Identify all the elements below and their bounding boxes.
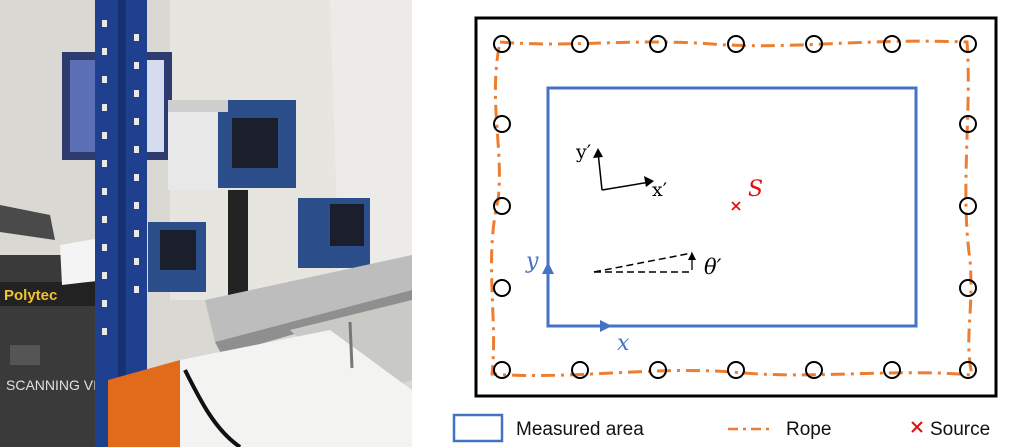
support-point [883,35,901,53]
support-point [727,35,745,53]
y-prime-arrowhead [593,148,603,158]
aluminium-rail-side [215,290,412,355]
orange-base [108,360,180,447]
vibrometer-head-left [148,222,206,292]
support-point [959,197,977,215]
y-prime-axis [597,151,603,191]
measured-area [546,86,918,328]
angle-ray [593,252,693,273]
source-marker [731,201,741,211]
cable [183,369,242,447]
legend: Measured area Rope Source [452,413,990,443]
rack-holes [102,20,139,335]
legend-swatch-source [911,421,923,433]
support-point [571,35,589,53]
case-latch [10,345,40,365]
support-point [805,361,823,379]
support-point [959,35,977,53]
support-point [805,35,823,53]
vibrometer-head-right [298,198,370,268]
rack-post-shadow [118,0,126,447]
x-prime-arrowhead [644,176,654,187]
support-point [883,361,901,379]
white-card [60,238,105,285]
legend-swatch-measured-area [452,413,504,443]
y-axis-arrowhead [542,262,554,274]
legend-label-rope: Rope [786,419,831,440]
axis-y-label: y [525,249,539,274]
vibrometer-head-top [168,100,296,190]
keyboard [0,205,55,240]
support-points [493,35,977,379]
angle-arrowhead [688,252,696,260]
axis-x-label: x [617,331,630,356]
support-point [959,115,977,133]
support-point [727,361,745,379]
angle-label: θ′ [704,255,722,279]
support-point [493,35,511,53]
x-axis-arrowhead [600,320,612,332]
table-surface [180,330,412,447]
support-point [493,197,511,215]
outer-frame [474,16,998,398]
support-point [571,361,589,379]
support-point [493,115,511,133]
support-point [493,361,511,379]
support-point [649,361,667,379]
legend-label-source: Source [930,419,990,440]
legend-label-measured-area: Measured area [516,419,644,440]
x-prime-axis [601,181,651,191]
support-point [493,279,511,297]
rack-brand-text: Polytec [4,287,57,304]
source-label: S [748,177,763,202]
support-point [649,35,667,53]
case-band [0,282,110,306]
setup-photo: Polytec SCANNING VIBROMETER [0,0,412,447]
aluminium-rail [205,255,412,342]
mount-post [228,190,248,310]
probe-pin [348,321,354,369]
y-prime-label: y′ [575,141,591,163]
support-point [959,361,977,379]
schematic-diagram: x y x′ y′ S θ′ Measured area Rope Source [452,16,998,443]
rope [490,39,974,378]
x-prime-label: x′ [652,179,667,201]
support-point [959,279,977,297]
